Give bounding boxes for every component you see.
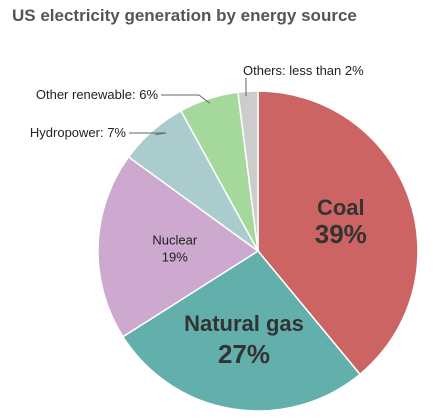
slice-label-coal: Coal xyxy=(317,195,365,220)
slice-label-nuclear: Nuclear xyxy=(152,232,197,247)
pie-slice-others xyxy=(237,90,259,252)
callout-line-other-renewable xyxy=(161,94,211,104)
pie-slice-coal xyxy=(257,90,419,376)
callout-label-other-renewable: Other renewable: 6% xyxy=(36,87,159,102)
pie-slice-natural-gas xyxy=(121,250,362,412)
slice-value-natural-gas: 27% xyxy=(218,339,270,369)
slice-value-coal: 39% xyxy=(315,219,367,249)
callout-line-hydropower xyxy=(129,132,167,136)
slice-label-natural-gas: Natural gas xyxy=(184,311,304,336)
slice-value-nuclear: 19% xyxy=(162,249,188,264)
pie-slice-nuclear xyxy=(97,155,260,338)
chart-title: US electricity generation by energy sour… xyxy=(12,6,357,25)
callout-label-hydropower: Hydropower: 7% xyxy=(30,125,127,140)
callout-label-others: Others: less than 2% xyxy=(243,63,364,78)
